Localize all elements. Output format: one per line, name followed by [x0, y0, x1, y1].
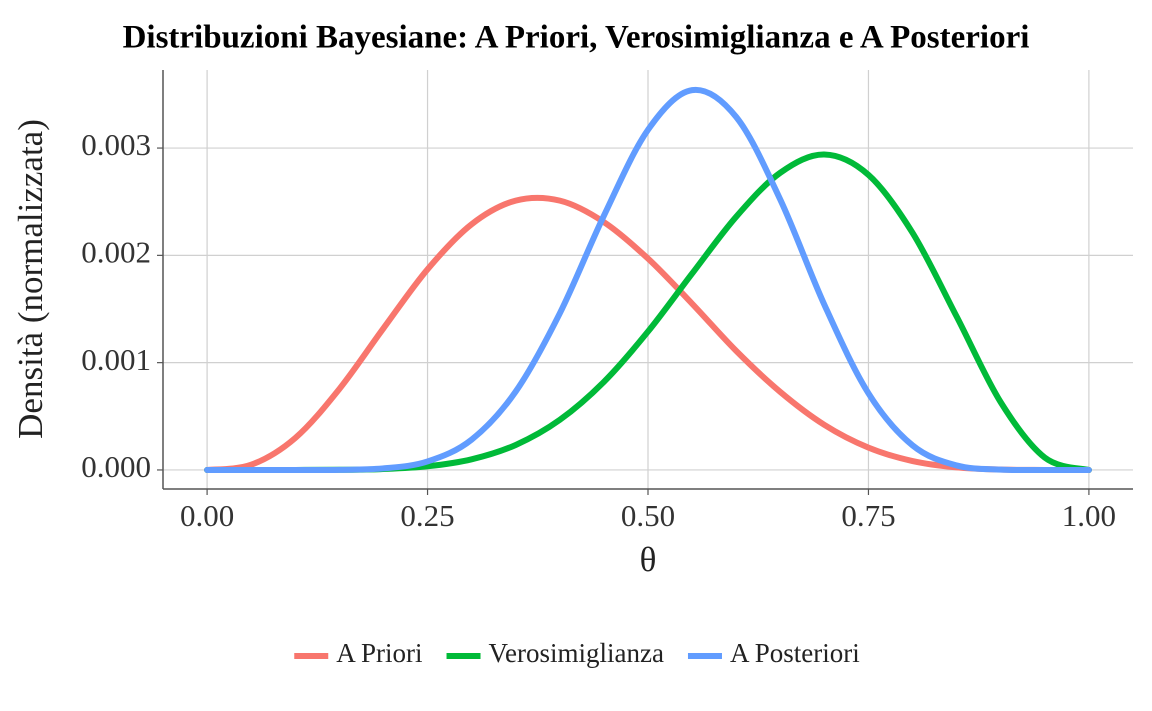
legend-label: Verosimiglianza [489, 638, 664, 668]
y-axis-title: Densità (normalizzata) [11, 119, 50, 439]
y-tick-label: 0.002 [81, 234, 151, 269]
x-tick-label: 0.25 [400, 498, 454, 533]
line-series [204, 194, 1092, 473]
y-tick-label: 0.001 [81, 342, 151, 377]
legend-label: A Posteriori [730, 638, 860, 668]
chart-title: Distribuzioni Bayesiane: A Priori, Veros… [123, 20, 1030, 56]
x-axis-title: θ [640, 540, 657, 579]
y-tick-label: 0.000 [81, 449, 151, 484]
x-tick-label: 0.00 [180, 498, 234, 533]
x-tick-label: 0.50 [621, 498, 675, 533]
x-tick-label: 0.75 [841, 498, 895, 533]
y-tick-label: 0.003 [81, 127, 151, 162]
legend-label: A Priori [336, 638, 422, 668]
line-series [204, 86, 1092, 474]
x-tick-label: 1.00 [1062, 498, 1116, 533]
